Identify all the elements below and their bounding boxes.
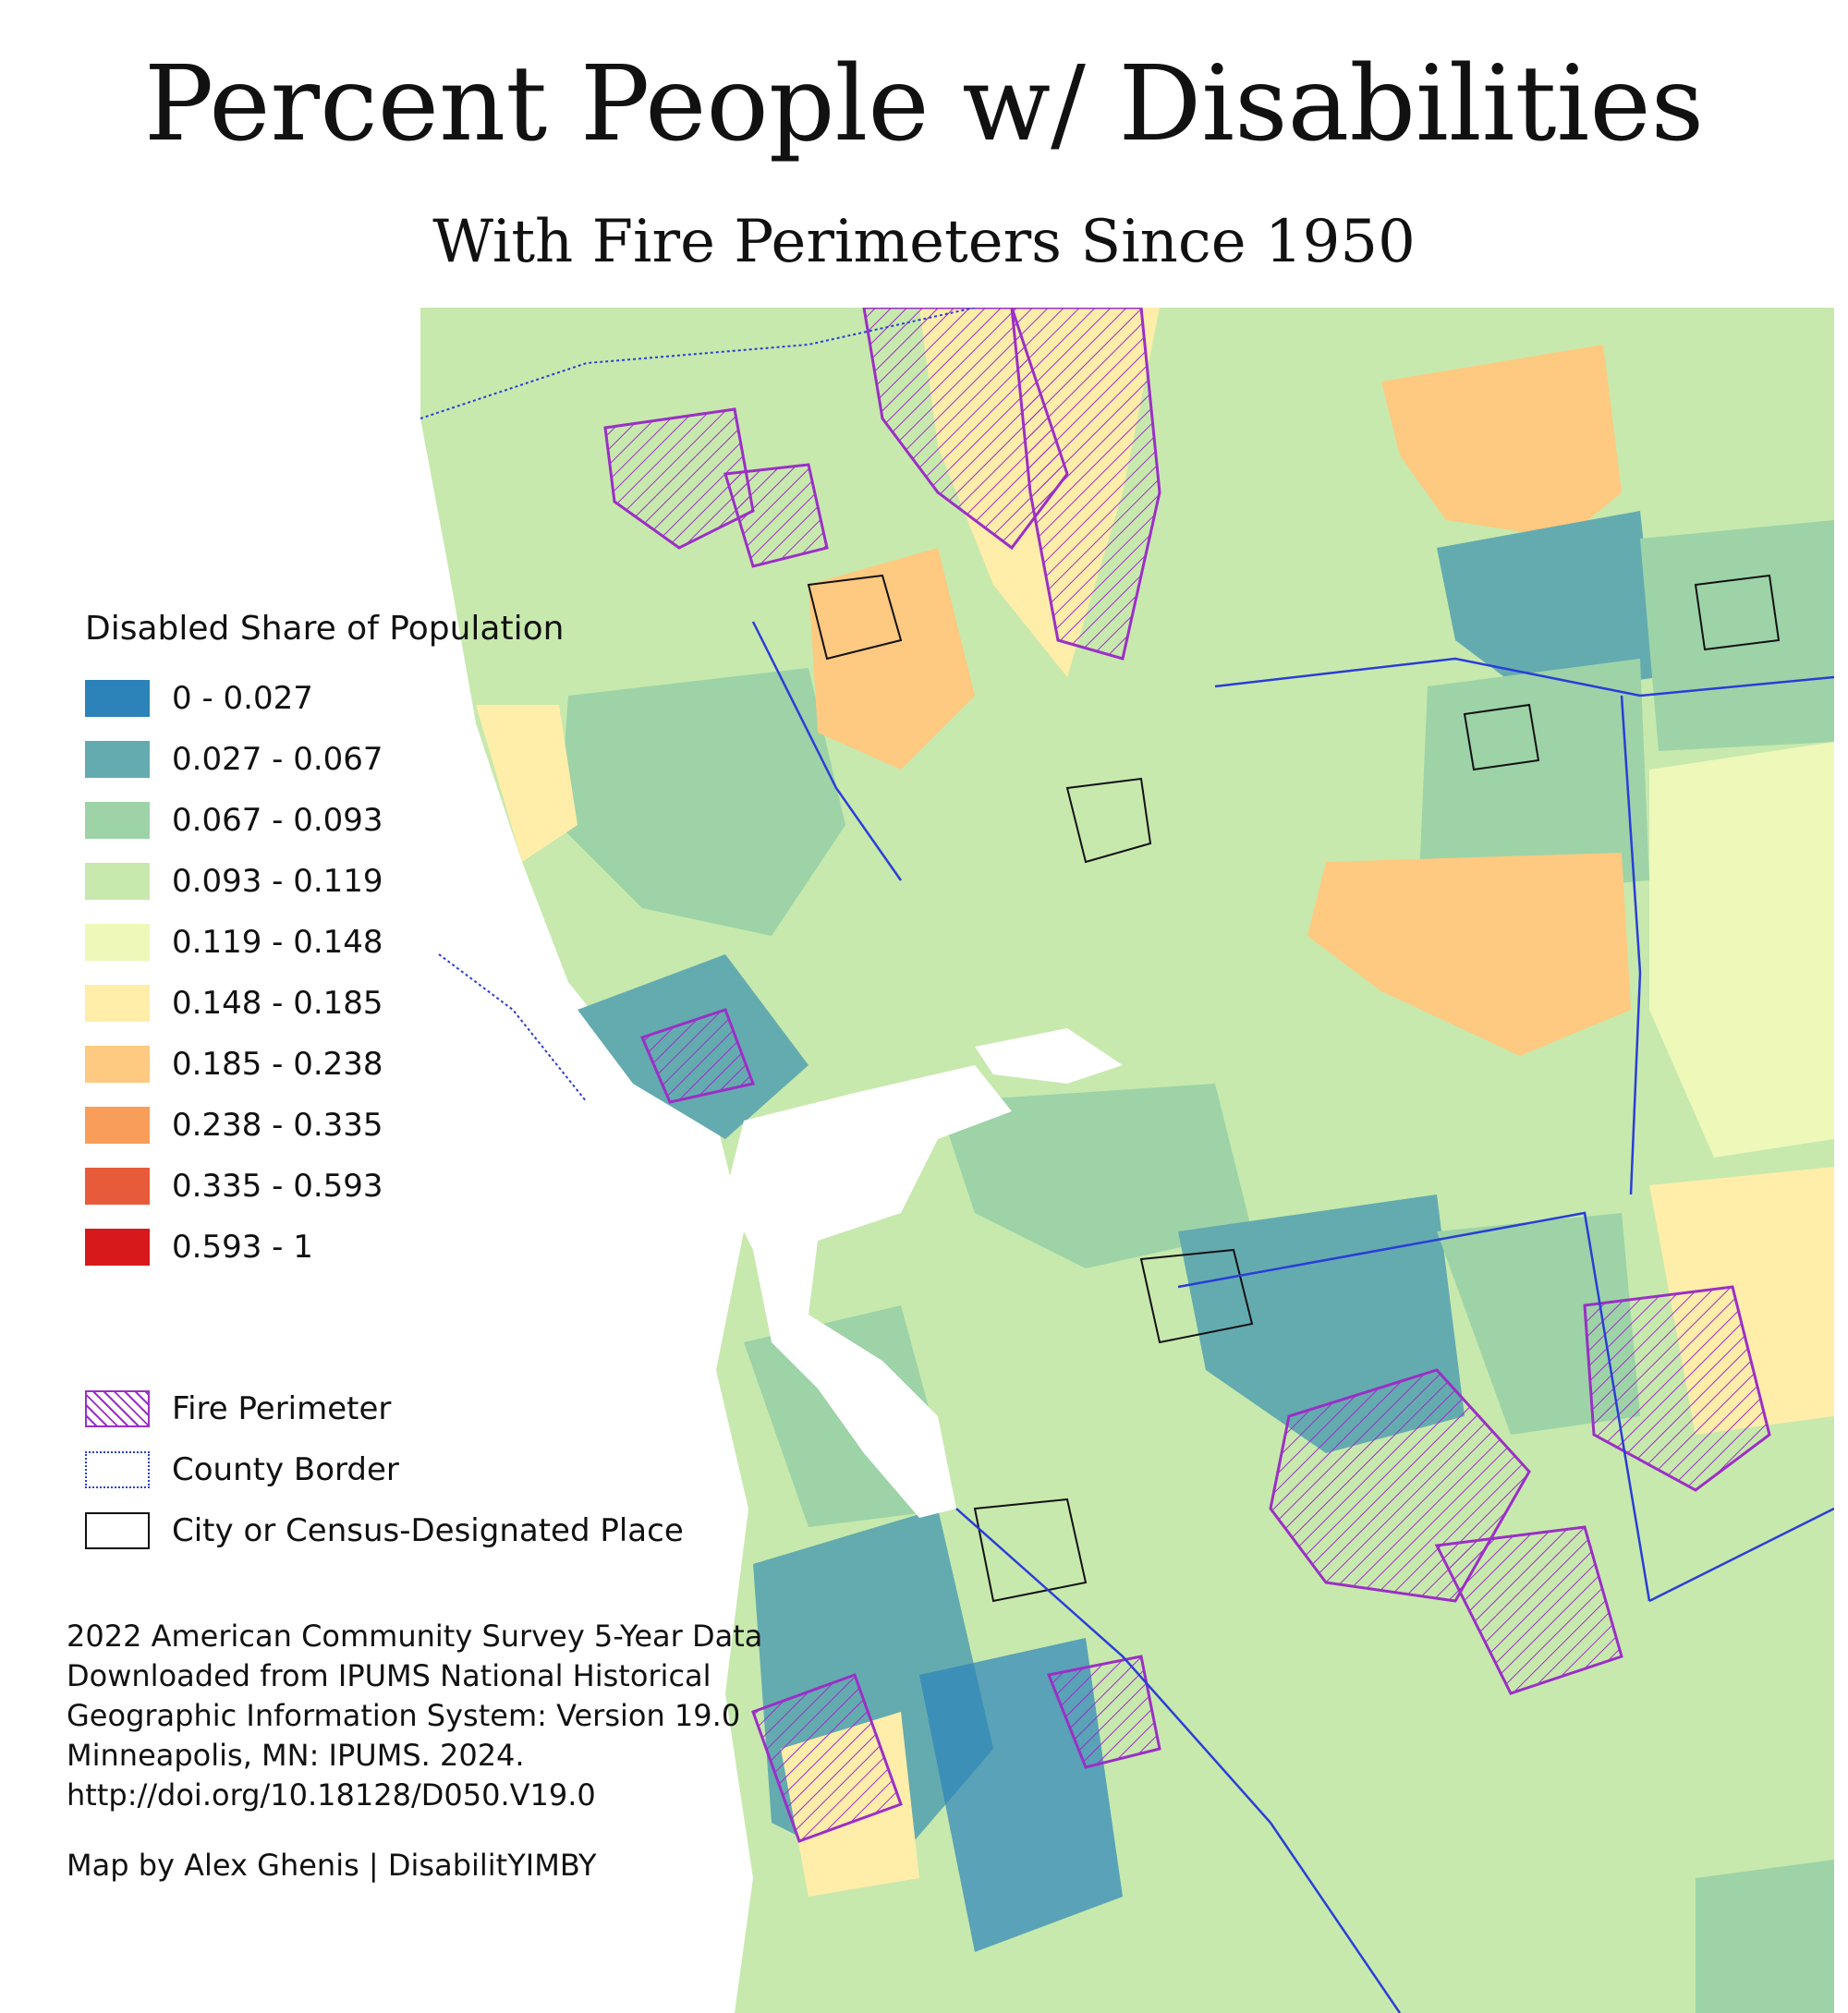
- county-border: [1648, 1507, 1834, 1603]
- legend-title: Disabled Share of Population: [85, 610, 565, 648]
- county-border: [751, 621, 903, 881]
- county-border-label: County Border: [172, 1451, 399, 1488]
- source-line: Downloaded from IPUMS National Historica…: [67, 1658, 711, 1693]
- legend-swatch: [85, 924, 150, 961]
- legend-class: 0.119 - 0.148: [85, 912, 639, 973]
- city-outline: [1694, 574, 1781, 651]
- fire-perimeter-swatch: [85, 1390, 150, 1427]
- map-canvas: [420, 308, 1834, 2013]
- region-patch: [1381, 345, 1622, 539]
- region-patch: [1696, 1860, 1834, 2013]
- legend-fire-perimeter: Fire Perimeter: [85, 1378, 684, 1439]
- legend-swatch: [85, 802, 150, 839]
- legend-class: 0.093 - 0.119: [85, 851, 639, 912]
- source-line: Geographic Information System: Version 1…: [67, 1698, 741, 1733]
- source-link[interactable]: http://doi.org/10.18128/D050.V19.0: [67, 1777, 596, 1813]
- legend-class: 0.148 - 0.185: [85, 973, 639, 1034]
- data-source: 2022 American Community Survey 5-Year Da…: [67, 1617, 762, 1815]
- city-outline: [807, 574, 903, 661]
- county-border: [955, 1508, 1402, 2013]
- region-patch: [1649, 742, 1834, 1158]
- county-border-swatch: [85, 1451, 150, 1488]
- fire-perimeter: [751, 1673, 903, 1843]
- region-patch: [1307, 853, 1631, 1056]
- city-outline: [1139, 1248, 1254, 1344]
- legend-class: 0.185 - 0.238: [85, 1034, 639, 1095]
- legend-class: 0.067 - 0.093: [85, 790, 639, 851]
- fire-perimeter: [603, 407, 755, 550]
- legend-class: 0.238 - 0.335: [85, 1095, 639, 1156]
- legend-class-label: 0.335 - 0.593: [172, 1168, 383, 1205]
- county-border: [1177, 1211, 1651, 1602]
- fire-perimeter: [1583, 1285, 1771, 1492]
- legend-class: 0.593 - 1: [85, 1217, 639, 1278]
- bay-water: [725, 1065, 1012, 1518]
- legend-city-place: City or Census-Designated Place: [85, 1500, 684, 1561]
- overlay-legend: Fire Perimeter County Border City or Cen…: [85, 1378, 684, 1561]
- legend-class-label: 0 - 0.027: [172, 680, 313, 717]
- city-outline: [1463, 703, 1540, 771]
- region-patch: [1640, 520, 1834, 751]
- map-credit: Map by Alex Ghenis | DisabilitYIMBY: [67, 1848, 597, 1883]
- county-border: [1214, 657, 1834, 697]
- source-line: Minneapolis, MN: IPUMS. 2024.: [67, 1738, 525, 1773]
- legend-class-label: 0.067 - 0.093: [172, 802, 383, 839]
- map-title: Percent People w/ Disabilities: [143, 44, 1705, 164]
- map-subtitle: With Fire Perimeters Since 1950: [432, 208, 1416, 276]
- region-patch: [808, 548, 975, 770]
- choropleth-legend: Disabled Share of Population 0 - 0.027 0…: [85, 610, 639, 1278]
- legend-class-label: 0.185 - 0.238: [172, 1046, 383, 1083]
- region-patch: [938, 1084, 1252, 1268]
- legend-class-label: 0.119 - 0.148: [172, 924, 383, 961]
- legend-class-label: 0.593 - 1: [172, 1229, 313, 1266]
- legend-swatch: [85, 985, 150, 1022]
- fire-perimeter: [1434, 1525, 1623, 1695]
- legend-class: 0.027 - 0.067: [85, 729, 639, 790]
- legend-class-label: 0.238 - 0.335: [172, 1107, 383, 1144]
- county-border: [1620, 695, 1642, 1195]
- legend-class-label: 0.093 - 0.119: [172, 863, 383, 900]
- legend-county-border: County Border: [85, 1439, 684, 1500]
- legend-class: 0.335 - 0.593: [85, 1156, 639, 1217]
- legend-swatch: [85, 741, 150, 778]
- county-border: [420, 308, 976, 419]
- bay-water: [975, 1028, 1123, 1084]
- fire-perimeter: [1046, 1655, 1161, 1769]
- legend-swatch: [85, 1107, 150, 1144]
- legend-swatch: [85, 1046, 150, 1083]
- region-patch: [1437, 511, 1659, 696]
- region-patch: [559, 668, 845, 936]
- legend-swatch: [85, 863, 150, 900]
- legend-class-label: 0.148 - 0.185: [172, 985, 383, 1022]
- region-patch: [1418, 659, 1649, 899]
- legend-swatch: [85, 1229, 150, 1266]
- legend-swatch: [85, 680, 150, 717]
- legend-class: 0 - 0.027: [85, 668, 639, 729]
- fire-perimeter: [1010, 308, 1161, 661]
- region-patch: [1566, 1527, 1834, 1878]
- city-place-label: City or Census-Designated Place: [172, 1512, 684, 1549]
- fire-perimeter: [723, 463, 829, 568]
- city-place-swatch: [85, 1512, 150, 1549]
- legend-class-label: 0.027 - 0.067: [172, 741, 383, 778]
- region-patch: [476, 705, 578, 862]
- legend-swatch: [85, 1168, 150, 1205]
- city-outline: [1065, 777, 1152, 864]
- fire-perimeter: [639, 1008, 756, 1104]
- choropleth-map[interactable]: [420, 308, 1834, 2013]
- source-line: 2022 American Community Survey 5-Year Da…: [67, 1619, 763, 1654]
- city-outline: [973, 1498, 1088, 1603]
- fire-perimeter-label: Fire Perimeter: [172, 1390, 392, 1427]
